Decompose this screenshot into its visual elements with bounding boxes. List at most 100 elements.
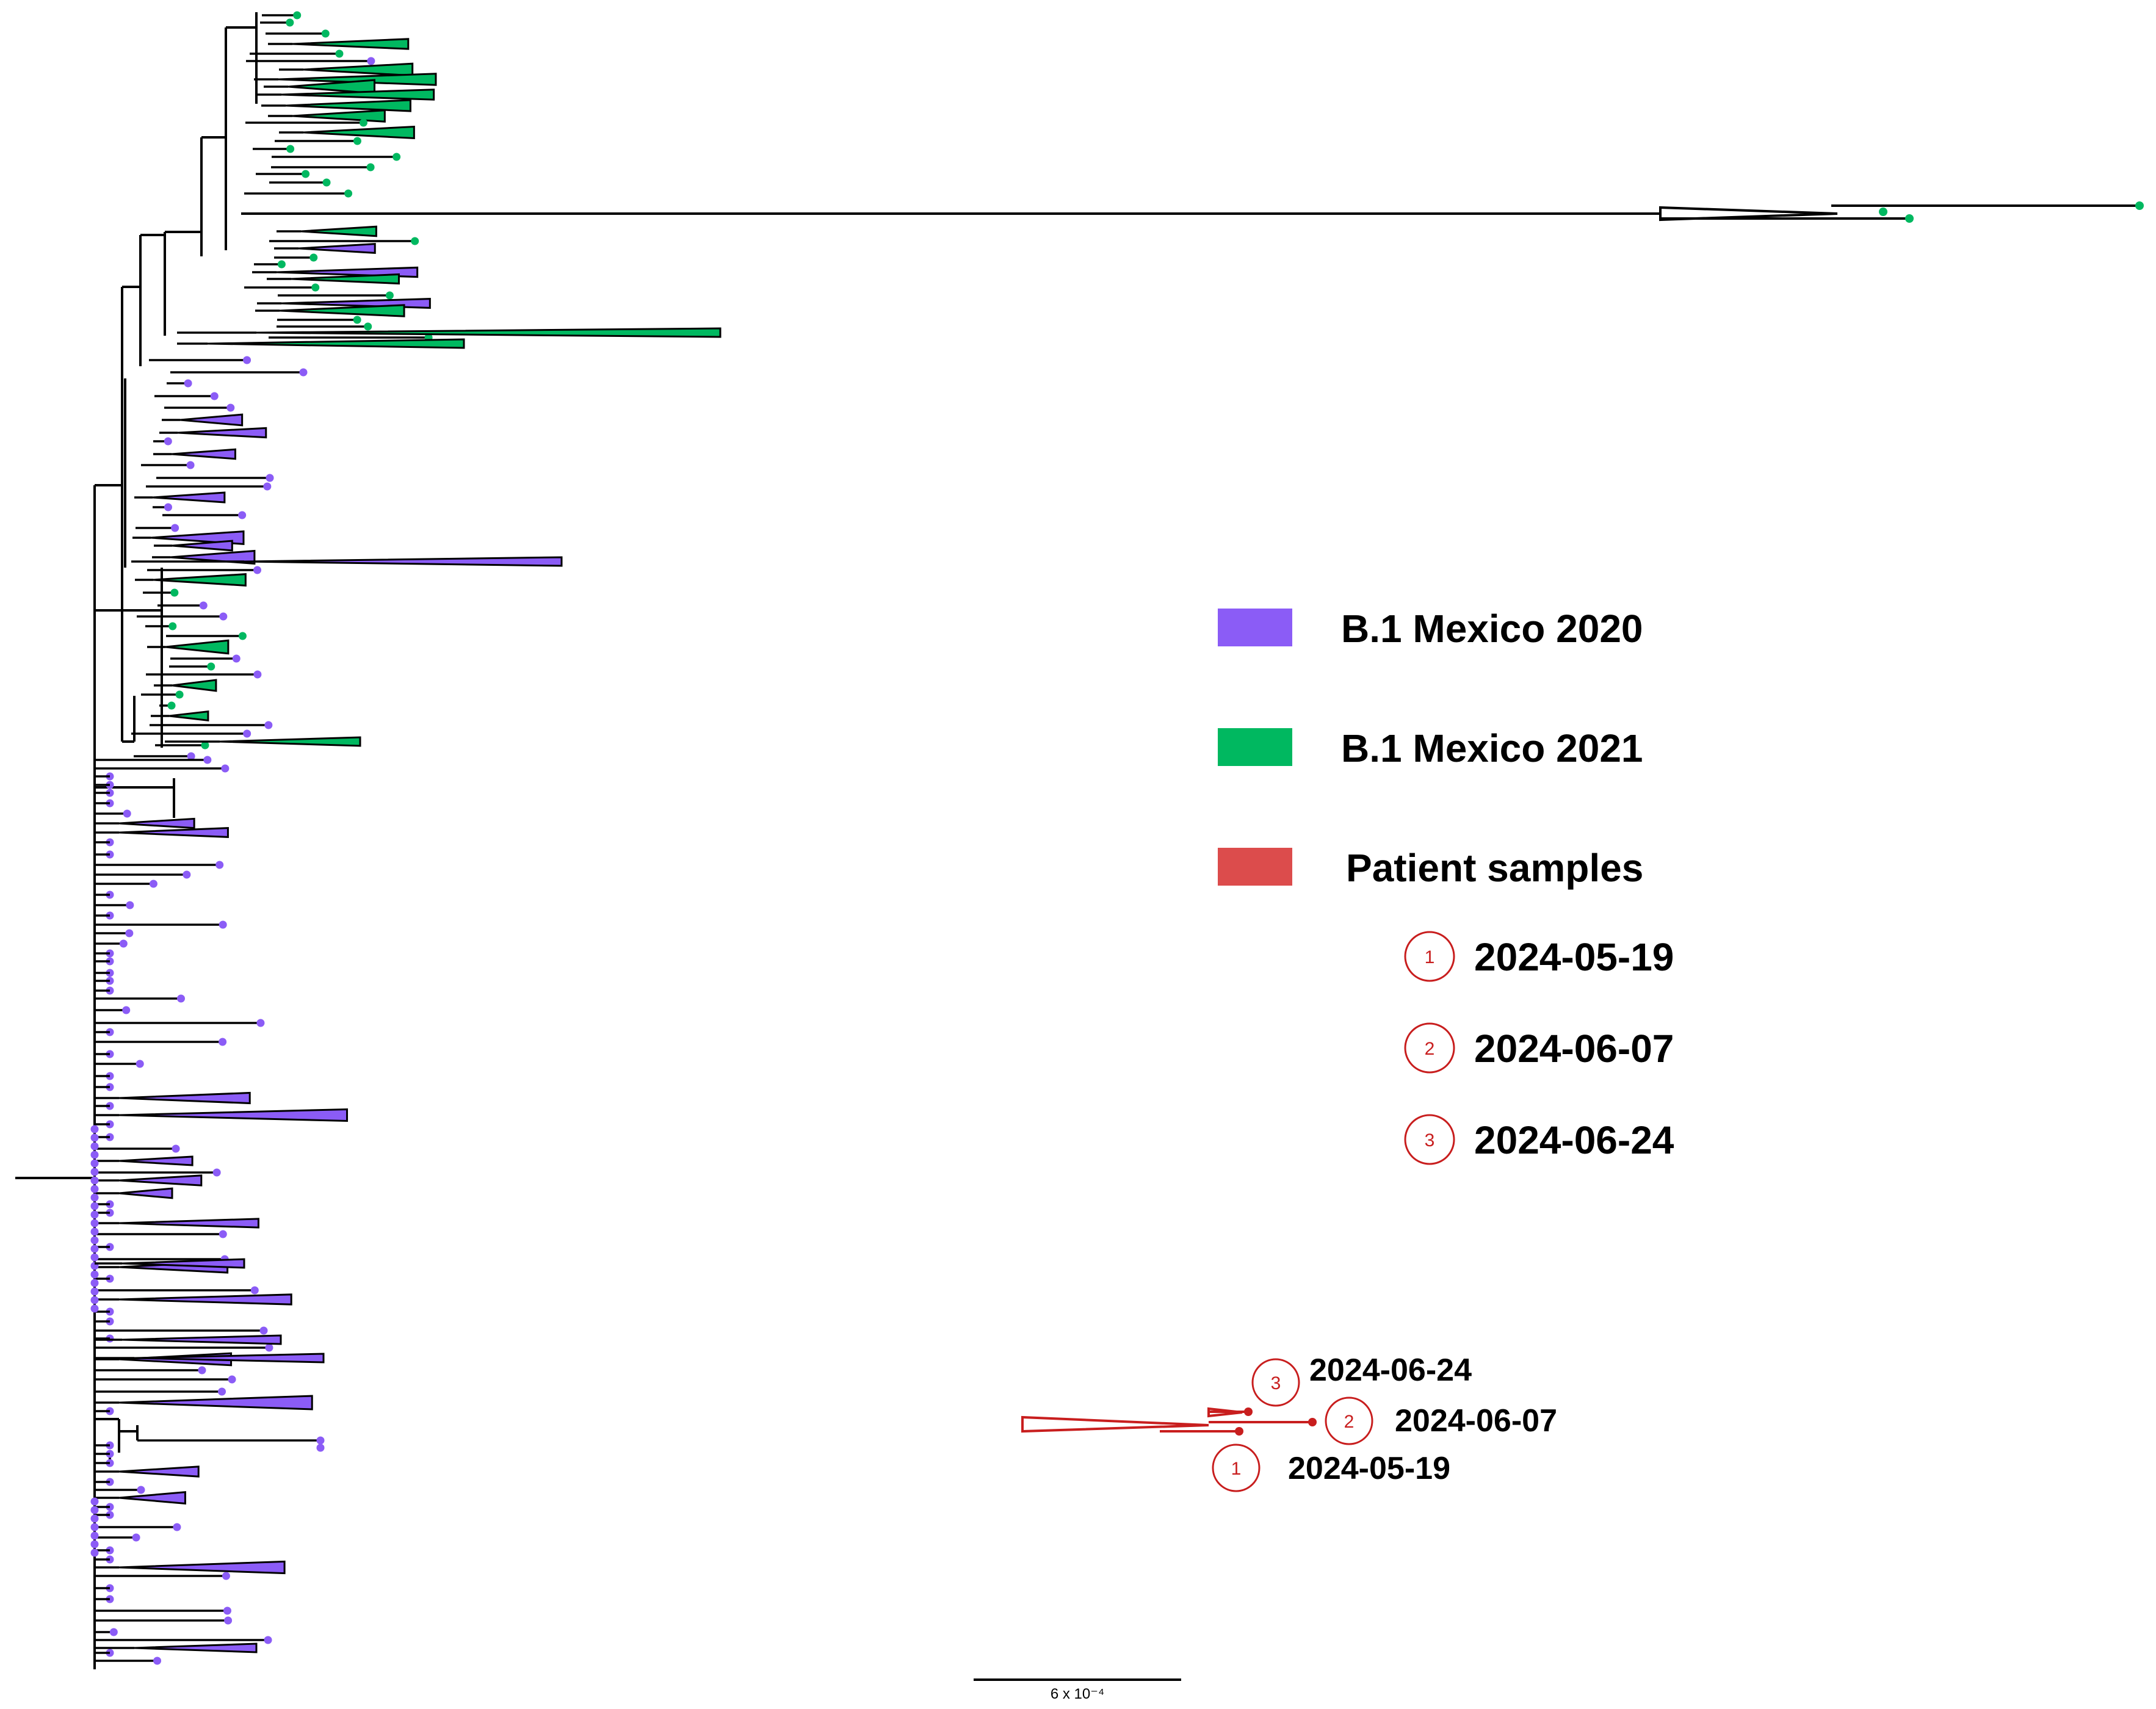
- sample-badge-icon: [1325, 1396, 1373, 1445]
- legend-swatch-2021: [1218, 728, 1292, 766]
- tip-node: [186, 461, 195, 469]
- collapsed-clade: [118, 817, 195, 829]
- tip-node: [176, 994, 185, 1003]
- collapsed-clade: [153, 573, 247, 587]
- legend-label-patient: Patient samples: [1346, 846, 1643, 890]
- tip-node: [219, 612, 228, 621]
- badge-number: 1: [1231, 1459, 1242, 1479]
- tree-backbone: [93, 12, 258, 1669]
- collapsed-clade: [118, 1091, 251, 1105]
- tip-node: [259, 1326, 268, 1335]
- tip-node: [411, 237, 419, 245]
- collapsed-clade: [121, 1258, 245, 1269]
- tip-node: [90, 1236, 99, 1245]
- tip-node: [228, 1375, 236, 1384]
- tip-node: [90, 1296, 99, 1304]
- tip-node: [171, 524, 179, 532]
- tip-node: [132, 1533, 140, 1542]
- tip-node: [164, 503, 173, 511]
- tip-node: [250, 1286, 259, 1295]
- tip-node: [302, 170, 310, 178]
- tip-node: [253, 566, 262, 574]
- collapsed-clade: [118, 1560, 286, 1575]
- sample-badge-icon: [1251, 1358, 1300, 1407]
- collapsed-clade: [219, 736, 361, 747]
- legend-sample-date: 2024-05-19: [1474, 935, 1674, 979]
- tip-node: [172, 1144, 180, 1153]
- collapsed-clade: [291, 273, 400, 285]
- tip-node: [215, 861, 224, 869]
- tip-node: [90, 1548, 99, 1557]
- tip-node: [90, 1514, 99, 1523]
- tip-node: [264, 1636, 272, 1644]
- collapsed-clade: [207, 338, 465, 349]
- badge-number: 3: [1271, 1373, 1281, 1393]
- tip-node: [125, 929, 134, 938]
- tip-node: [299, 368, 308, 377]
- tip-node: [90, 1304, 99, 1313]
- tip-node: [90, 1159, 99, 1168]
- tip-node: [199, 601, 208, 610]
- tip-node: [210, 392, 219, 400]
- tip-node: [1308, 1418, 1317, 1426]
- collapsed-clade: [121, 1334, 282, 1345]
- tip-node: [286, 145, 295, 153]
- tip-node: [90, 1176, 99, 1185]
- tip-node: [353, 137, 361, 145]
- collapsed-clade: [134, 1642, 258, 1653]
- tip-node: [119, 939, 128, 948]
- collapsed-clade: [118, 827, 229, 838]
- patient-tip-1: 1 2024-05-19: [1212, 1443, 1450, 1492]
- scale-bar: 6 x 10⁻⁴: [974, 1678, 1181, 1702]
- tip-node: [1235, 1427, 1243, 1436]
- tip-node: [335, 49, 344, 58]
- scale-bar-label: 6 x 10⁻⁴: [1051, 1686, 1104, 1702]
- legend-badge-number: 3: [1425, 1130, 1435, 1151]
- legend-badge-icon: [1404, 1022, 1455, 1074]
- collapsed-clade: [285, 99, 411, 112]
- tip-node: [164, 437, 172, 446]
- tip-node: [90, 1142, 99, 1151]
- tip-node: [243, 729, 251, 738]
- patient-tip-2: 2 2024-06-07: [1325, 1396, 1557, 1445]
- tip-node: [222, 1572, 230, 1580]
- collapsed-clade: [118, 1218, 259, 1229]
- collapsed-clade: [118, 1174, 203, 1187]
- tip-node: [90, 1506, 99, 1514]
- tip-node: [263, 482, 272, 491]
- tip-node: [219, 920, 227, 929]
- tip-node: [223, 1606, 231, 1615]
- collapsed-clade: [118, 1395, 313, 1411]
- tip-node: [90, 1125, 99, 1133]
- tip-node: [187, 752, 195, 761]
- tip-node: [353, 316, 361, 324]
- tip-node: [173, 1523, 181, 1531]
- tip-node: [90, 1210, 99, 1219]
- legend-label-2020: B.1 Mexico 2020: [1341, 607, 1643, 651]
- tip-node: [90, 1540, 99, 1548]
- tip-node: [219, 1038, 227, 1046]
- tip-node: [184, 379, 192, 388]
- collapsed-clade: [134, 1353, 325, 1364]
- collapsed-clade: [279, 304, 405, 317]
- tip-node: [293, 11, 302, 20]
- tip-node: [153, 1657, 162, 1665]
- patient-branch: [137, 1407, 1312, 1433]
- collapsed-clade: [168, 710, 209, 722]
- collapsed-clade: [118, 1155, 194, 1166]
- tip-node: [168, 622, 177, 630]
- tip-node: [90, 1253, 99, 1262]
- tip-node: [224, 1616, 233, 1625]
- tip-node: [109, 1628, 118, 1636]
- tip-node: [2135, 201, 2144, 210]
- legend-badge-icon: [1404, 1114, 1455, 1165]
- tip-node: [90, 1279, 99, 1287]
- tip-node: [316, 1443, 325, 1452]
- tip-node: [277, 260, 286, 269]
- collapsed-clade: [292, 38, 410, 50]
- tip-node: [316, 1436, 325, 1445]
- long-branch-2021: [241, 204, 2136, 222]
- tip-node: [219, 1230, 227, 1238]
- tip-node: [238, 632, 247, 640]
- tip-node: [137, 1486, 145, 1494]
